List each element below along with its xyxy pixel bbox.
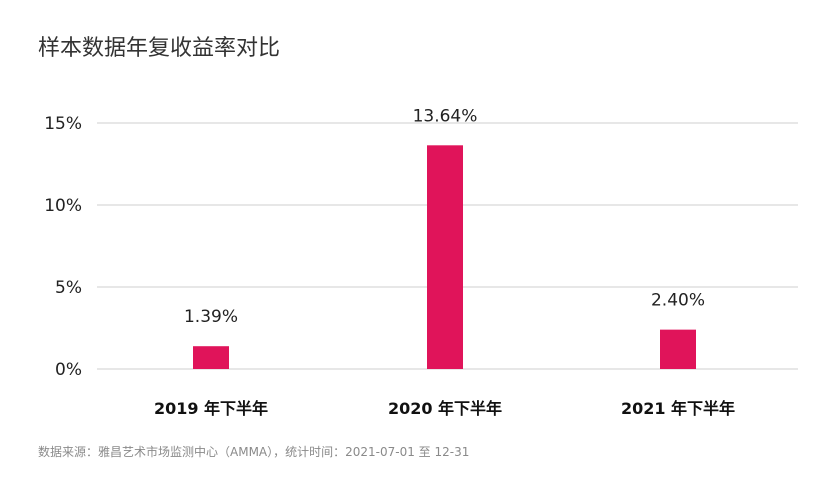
data-source-note: 数据来源：雅昌艺术市场监测中心（AMMA），统计时间：2021-07-01 至 … [38,445,470,459]
data-label: 1.39% [184,307,238,327]
data-label: 13.64% [413,106,478,126]
x-tick-label: 2019 年下半年 [154,399,268,418]
x-tick-label: 2020 年下半年 [388,399,502,418]
bar [660,329,696,369]
y-tick-label: 10% [44,196,82,216]
data-labels: 1.39% 13.64% 2.40% [184,106,705,327]
bar [193,346,229,369]
y-tick-label: 0% [55,360,82,380]
chart-title: 样本数据年复收益率对比 [38,36,281,61]
x-axis-ticks: 2019 年下半年 2020 年下半年 2021 年下半年 [154,399,735,418]
y-tick-label: 5% [55,278,82,298]
bar [427,145,463,369]
bars [193,145,696,369]
y-axis-ticks: 0% 5% 10% 15% [44,114,82,380]
y-tick-label: 15% [44,114,82,134]
x-tick-label: 2021 年下半年 [621,399,735,418]
data-label: 2.40% [651,291,705,311]
